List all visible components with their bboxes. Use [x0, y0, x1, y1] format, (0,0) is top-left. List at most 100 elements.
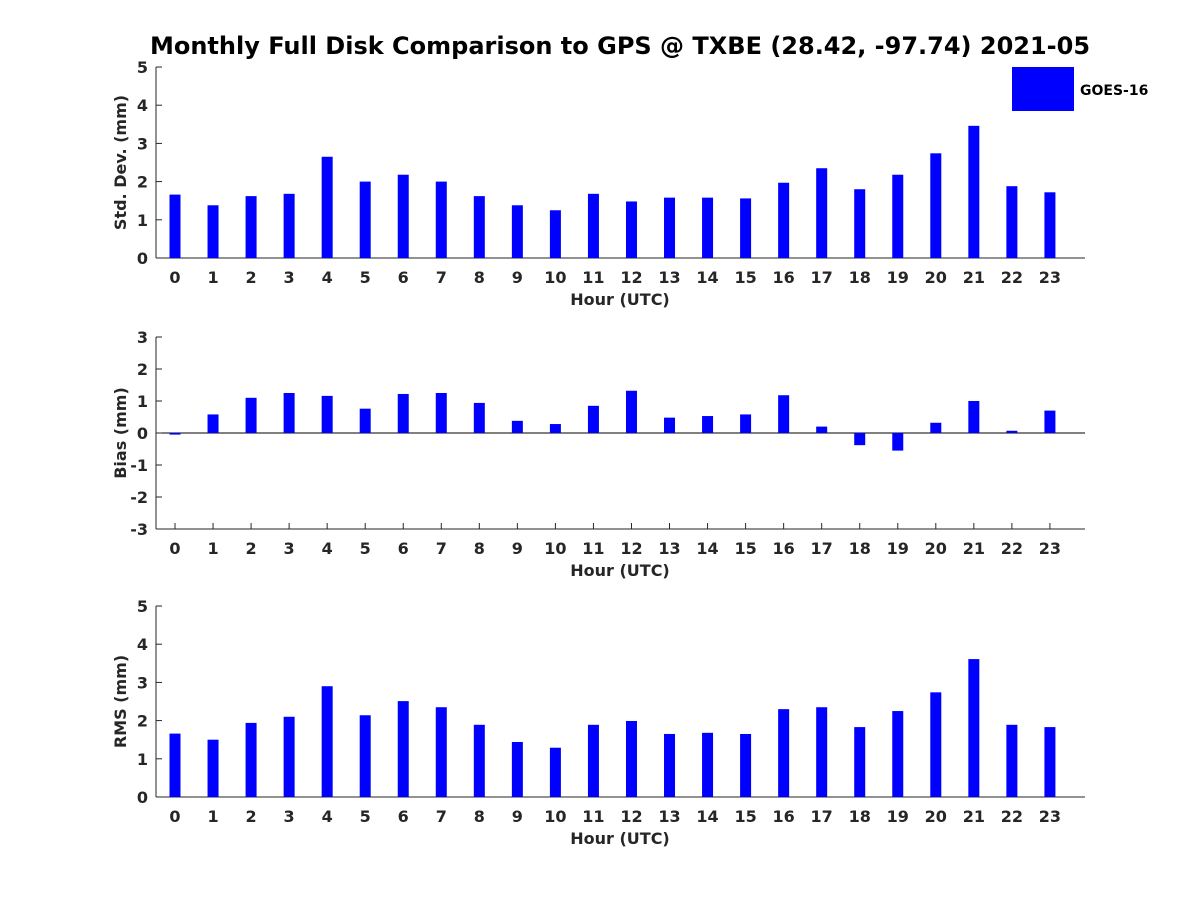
x-tick-label: 22: [1001, 539, 1023, 558]
bar: [245, 397, 257, 433]
y-axis-label: RMS (mm): [111, 655, 130, 748]
y-tick-label: 5: [137, 58, 148, 77]
x-tick-label: 2: [246, 539, 257, 558]
legend-label: GOES-16: [1080, 83, 1148, 99]
x-tick-label: 5: [360, 807, 371, 826]
bar: [740, 198, 752, 258]
bar: [511, 741, 523, 797]
bar: [397, 174, 409, 258]
x-tick-label: 2: [246, 807, 257, 826]
x-tick-label: 22: [1001, 807, 1023, 826]
bar: [207, 739, 219, 797]
bar: [245, 196, 257, 258]
y-tick-label: 2: [137, 712, 148, 731]
x-axis-label: Hour (UTC): [570, 290, 670, 309]
x-tick-label: 18: [849, 539, 871, 558]
bar: [397, 393, 409, 433]
bar: [283, 193, 295, 258]
y-tick-label: 1: [137, 750, 148, 769]
x-tick-label: 7: [436, 268, 447, 287]
x-tick-label: 11: [582, 539, 604, 558]
bar: [930, 422, 942, 433]
bar: [930, 692, 942, 797]
y-tick-label: 4: [137, 96, 148, 115]
bar: [778, 395, 790, 433]
y-tick-label: 2: [137, 360, 148, 379]
bar: [968, 401, 980, 433]
x-tick-label: 17: [811, 807, 833, 826]
bar: [549, 210, 561, 258]
bar: [625, 390, 637, 433]
x-axis-label: Hour (UTC): [570, 829, 670, 848]
bar: [854, 433, 866, 446]
x-tick-label: 15: [734, 268, 756, 287]
x-tick-label: 2: [246, 268, 257, 287]
x-tick-label: 21: [963, 268, 985, 287]
x-tick-label: 17: [811, 539, 833, 558]
y-tick-label: 1: [137, 392, 148, 411]
bar: [321, 395, 333, 433]
y-tick-label: -1: [130, 456, 148, 475]
bar: [549, 424, 561, 433]
bar: [587, 193, 599, 258]
bar: [892, 711, 904, 797]
bar: [359, 715, 371, 797]
bar: [930, 153, 942, 258]
bar: [740, 733, 752, 797]
x-tick-label: 19: [887, 268, 909, 287]
y-tick-label: 0: [137, 788, 148, 807]
bar: [702, 416, 714, 433]
bar: [816, 707, 828, 797]
x-tick-label: 1: [207, 539, 218, 558]
x-tick-label: 4: [322, 539, 333, 558]
y-tick-label: 0: [137, 249, 148, 268]
x-tick-label: 5: [360, 268, 371, 287]
x-tick-label: 14: [696, 807, 718, 826]
x-tick-label: 6: [398, 539, 409, 558]
x-tick-label: 4: [322, 268, 333, 287]
y-tick-label: -3: [130, 520, 148, 539]
chart-title: Monthly Full Disk Comparison to GPS @ TX…: [150, 32, 1090, 60]
bar: [587, 724, 599, 797]
bar: [892, 433, 904, 451]
bar: [1006, 724, 1018, 797]
x-tick-label: 10: [544, 268, 566, 287]
x-tick-label: 1: [207, 268, 218, 287]
x-tick-label: 6: [398, 807, 409, 826]
x-tick-label: 20: [925, 268, 947, 287]
x-tick-label: 12: [620, 268, 642, 287]
bar: [245, 722, 257, 797]
x-tick-label: 0: [169, 807, 180, 826]
bar: [359, 408, 371, 433]
x-tick-label: 8: [474, 268, 485, 287]
bar: [511, 420, 523, 433]
bar: [1044, 727, 1056, 797]
bar: [1044, 192, 1056, 258]
x-tick-label: 14: [696, 268, 718, 287]
x-tick-label: 21: [963, 807, 985, 826]
bar: [702, 197, 714, 258]
x-tick-label: 4: [322, 807, 333, 826]
x-tick-label: 3: [284, 539, 295, 558]
legend: GOES-16: [1012, 67, 1148, 111]
x-tick-label: 23: [1039, 268, 1061, 287]
bar: [625, 720, 637, 797]
bar: [968, 125, 980, 258]
x-tick-label: 3: [284, 268, 295, 287]
bar: [1006, 186, 1018, 258]
y-tick-label: 1: [137, 211, 148, 230]
x-tick-label: 20: [925, 539, 947, 558]
y-tick-label: 3: [137, 328, 148, 347]
bar: [283, 393, 295, 433]
x-tick-label: 14: [696, 539, 718, 558]
x-axis-label: Hour (UTC): [570, 561, 670, 580]
bar: [587, 405, 599, 433]
x-tick-label: 13: [658, 539, 680, 558]
bar: [511, 205, 523, 258]
y-tick-label: 5: [137, 597, 148, 616]
bar: [321, 156, 333, 258]
x-tick-label: 16: [773, 539, 795, 558]
